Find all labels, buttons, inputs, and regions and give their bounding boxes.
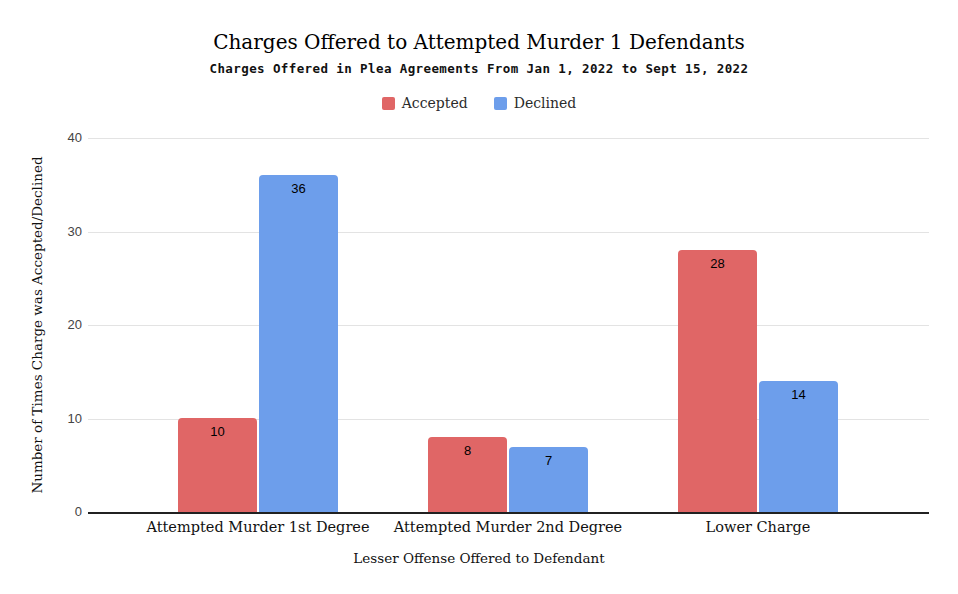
chart-title: Charges Offered to Attempted Murder 1 De…	[0, 30, 958, 54]
bar-declined-1: 36	[259, 175, 338, 512]
legend-label-declined: Declined	[514, 95, 577, 111]
bar-declined-3: 14	[759, 381, 838, 512]
legend-item-accepted: Accepted	[382, 95, 468, 111]
legend-swatch-declined	[494, 97, 507, 110]
y-tick-label-30: 30	[30, 224, 82, 240]
y-tick-label-0: 0	[30, 504, 82, 520]
gridline-30	[88, 232, 929, 233]
legend: Accepted Declined	[0, 95, 958, 111]
y-tick-label-20: 20	[30, 317, 82, 333]
chart-subtitle: Charges Offered in Plea Agreements From …	[0, 61, 958, 76]
bar-value-label: 28	[678, 256, 757, 271]
legend-swatch-accepted	[382, 97, 395, 110]
gridline-40	[88, 138, 929, 139]
bar-value-label: 10	[178, 424, 257, 439]
bar-declined-2: 7	[509, 447, 588, 512]
gridline-20	[88, 325, 929, 326]
bar-value-label: 36	[259, 181, 338, 196]
bar-value-label: 7	[509, 453, 588, 468]
bar-accepted-3: 28	[678, 250, 757, 512]
category-label-3: Lower Charge	[608, 519, 908, 535]
legend-item-declined: Declined	[494, 95, 577, 111]
plot-area: 10 36 87 28 14	[88, 138, 929, 514]
legend-label-accepted: Accepted	[402, 95, 468, 111]
y-tick-label-40: 40	[30, 130, 82, 146]
bar-accepted-1: 10	[178, 418, 257, 512]
bar-value-label: 8	[428, 443, 507, 458]
y-tick-label-10: 10	[30, 411, 82, 427]
x-axis-title: Lesser Offense Offered to Defendant	[0, 550, 958, 566]
bar-value-label: 14	[759, 387, 838, 402]
bar-accepted-2: 8	[428, 437, 507, 512]
